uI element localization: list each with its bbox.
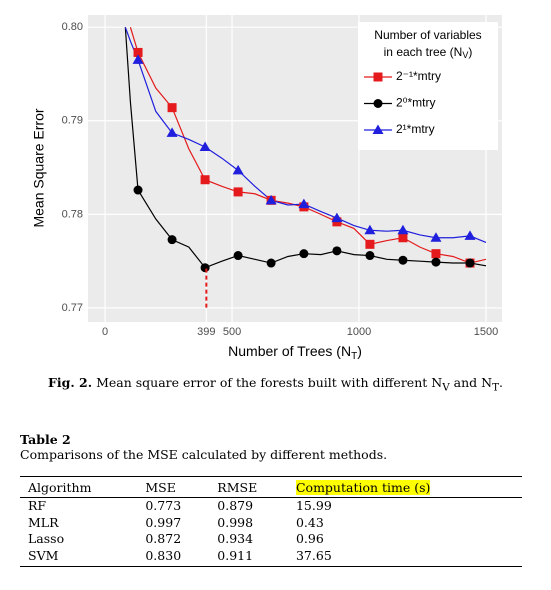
marker [233,251,243,261]
marker [265,194,277,205]
marker [373,99,383,108]
y-tick-label: 0.78 [62,208,83,220]
marker [166,127,178,137]
header-cell: RMSE [209,476,288,498]
header-cell: MSE [137,476,210,498]
legend-label: 2⁻¹*mtry [396,69,441,83]
marker [365,239,375,249]
table-cell: 0.830 [137,547,210,567]
marker [465,258,475,268]
legend-title: in each tree (NV) [384,45,473,60]
marker [232,164,244,175]
y-tick-label: 0.80 [62,21,83,33]
x-tick-label: 1000 [347,326,371,338]
marker [167,235,177,245]
x-tick-label: 399 [197,326,215,338]
table-heading: Table 2 Comparisons of the MSE calculated… [20,432,388,462]
table-cell: 0.934 [217,531,254,546]
marker [200,175,210,185]
table: Algorithm MSE RMSE Computation time (s) RF 0.… [20,476,522,567]
series-line [124,26,487,243]
legend-title: Number of variables [374,28,481,42]
marker [266,258,276,268]
marker [398,255,408,265]
y-tick-label: 0.77 [62,302,83,314]
marker [133,47,143,57]
marker [200,263,210,273]
table-cell: Lasso [28,531,65,546]
marker [331,212,343,223]
x-tick-label: 500 [223,326,241,338]
y-tick-label: 0.79 [62,115,83,127]
marker [372,124,384,134]
marker [364,224,376,235]
table-row: SVM 0.830 0.911 37.65 [20,547,522,567]
marker [133,185,143,195]
table-row: Lasso 0.872 0.934 0.96 [20,531,522,548]
table-cell: 37.65 [287,547,522,567]
header-text: Computation time (s) [295,480,431,495]
table-cell: MLR [28,514,59,530]
table-cell: 0.872 [145,531,182,546]
header-text: MSE [145,480,176,495]
x-tick-label: 1500 [474,326,498,338]
legend-box [358,22,498,150]
chart: Mean Square Error Number of Trees (NT) N… [31,15,502,362]
table-cell: 0.998 [217,514,254,530]
table-cell: 0.997 [145,514,182,530]
marker [299,249,309,259]
y-axis-label: Mean Square Error [31,108,47,227]
marker [431,257,441,267]
table-cell: 15.99 [295,498,332,513]
marker [167,103,177,113]
x-tick-label: 0 [102,326,108,338]
marker [233,187,243,197]
table-cell: 0.911 [209,547,288,567]
legend: Number of variables in each tree (NV) 2⁻… [358,22,498,150]
marker [397,224,409,235]
marker [464,230,476,240]
table-row: RF 0.773 0.879 15.99 [20,498,522,515]
figure-caption: Fig. 2. Mean square error of the forests… [47,375,504,394]
table-cell: RF [28,498,47,513]
table-cell: 0.773 [145,498,182,513]
marker [132,54,144,64]
x-axis-label: Number of Trees (NT) [228,343,362,362]
marker [431,249,441,259]
table-cell: 0.43 [295,514,324,530]
marker [365,251,375,261]
legend-label: 2⁰*mtry [396,96,435,110]
marker [298,198,310,209]
table-cell: SVM [20,547,138,567]
marker [332,246,342,256]
header-text: RMSE [217,480,258,495]
legend-label: 2¹*mtry [396,122,435,136]
table-cell: 0.96 [295,531,324,546]
header-cell: Computation time (s) [287,476,522,498]
marker [398,233,408,243]
header-cell: Algorithm [20,476,138,498]
marker [199,141,211,151]
table-cell: 0.879 [217,498,254,513]
marker [373,72,383,82]
marker [430,232,442,242]
table-row: MLR 0.997 0.998 0.43 [20,515,522,532]
header-text: Algorithm [28,480,92,495]
